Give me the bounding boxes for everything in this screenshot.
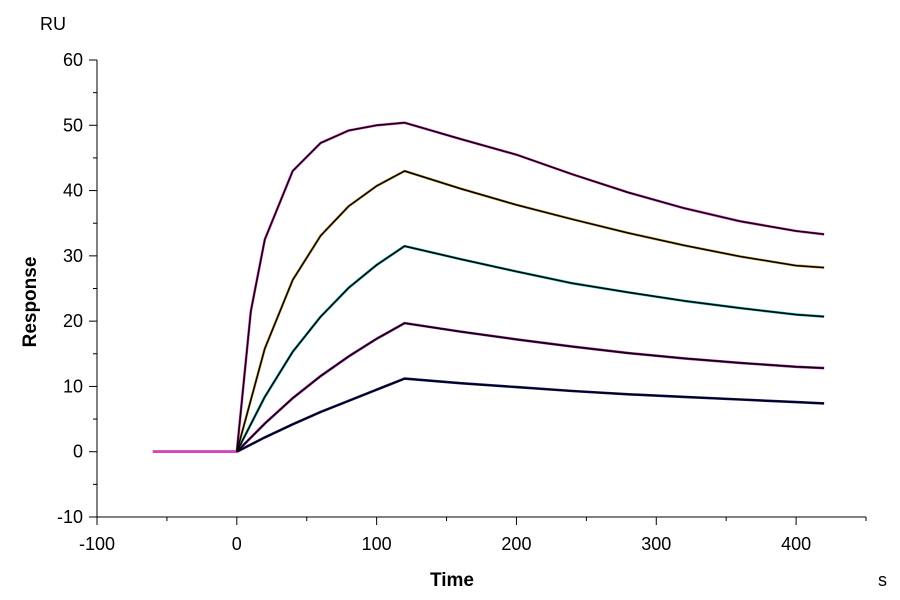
y-ticks: -10 0 10 20 30 40 50 60 — [57, 50, 97, 527]
y-tick-label: 20 — [63, 311, 83, 331]
x-axis: -100 0 100 200 300 400 Time s — [79, 516, 887, 591]
x-ticks: -100 0 100 200 300 400 — [79, 517, 867, 554]
x-tick-label: 100 — [362, 534, 392, 554]
y-tick-label: 60 — [63, 50, 83, 70]
y-tick-label: 10 — [63, 376, 83, 396]
plot-area — [152, 121, 825, 454]
x-tick-label: -100 — [79, 534, 115, 554]
y-tick-label: -10 — [57, 507, 83, 527]
series-4-fit-line — [236, 170, 825, 452]
y-tick-label: 0 — [73, 442, 83, 462]
series-1-fit-line — [236, 377, 825, 453]
y-axis: -10 0 10 20 30 40 50 60 RU Response — [20, 14, 98, 527]
series-5-measured-line — [152, 121, 825, 454]
series-2-fit-line — [236, 322, 825, 453]
series-3-fit-line — [236, 245, 825, 453]
y-axis-title: Response — [20, 257, 41, 348]
y-unit-label: RU — [40, 14, 66, 34]
x-tick-label: 400 — [781, 534, 811, 554]
series-4-measured-line — [152, 169, 825, 454]
y-tick-label: 50 — [63, 115, 83, 135]
x-tick-label: 300 — [641, 534, 671, 554]
x-tick-label: 0 — [232, 534, 242, 554]
series-3-measured-line — [152, 244, 825, 454]
x-tick-label: 200 — [501, 534, 531, 554]
x-unit-label: s — [878, 570, 887, 590]
series-5-fit-line — [236, 121, 825, 452]
y-tick-label: 40 — [63, 181, 83, 201]
y-tick-label: 30 — [63, 246, 83, 266]
x-axis-title: Time — [430, 570, 474, 591]
